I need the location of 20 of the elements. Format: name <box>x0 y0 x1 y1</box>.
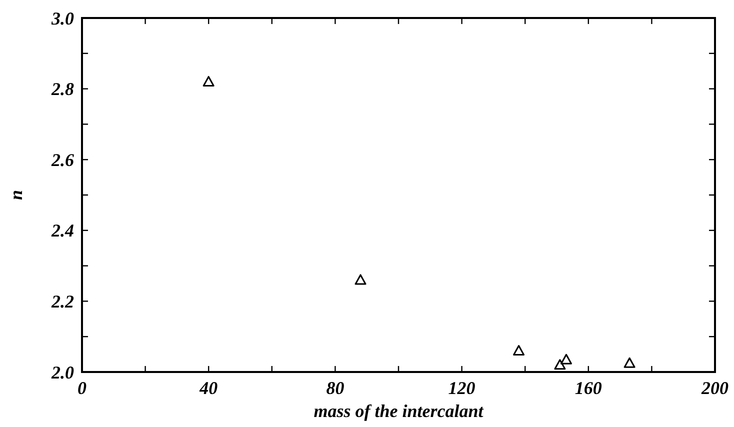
x-tick-label: 80 <box>326 378 344 398</box>
y-axis-title: n <box>6 190 26 200</box>
x-tick-label: 0 <box>78 378 86 398</box>
x-tick-label: 160 <box>574 378 602 398</box>
x-tick-label: 120 <box>448 378 476 398</box>
y-tick-label: 2.2 <box>50 292 74 312</box>
point <box>554 359 566 370</box>
x-tick-label: 200 <box>700 378 728 398</box>
point <box>354 274 366 285</box>
x-tick-label: 40 <box>198 378 218 398</box>
y-tick-label: 2.0 <box>50 362 74 382</box>
y-tick-label: 3.0 <box>50 8 74 28</box>
point <box>624 357 636 368</box>
x-axis-title: mass of the intercalant <box>314 401 484 421</box>
point <box>560 354 572 364</box>
y-tick-label: 2.4 <box>50 220 74 241</box>
y-tick-label: 2.8 <box>50 79 74 100</box>
point <box>513 345 525 356</box>
y-tick-label: 2.6 <box>50 150 74 170</box>
point <box>202 76 214 86</box>
